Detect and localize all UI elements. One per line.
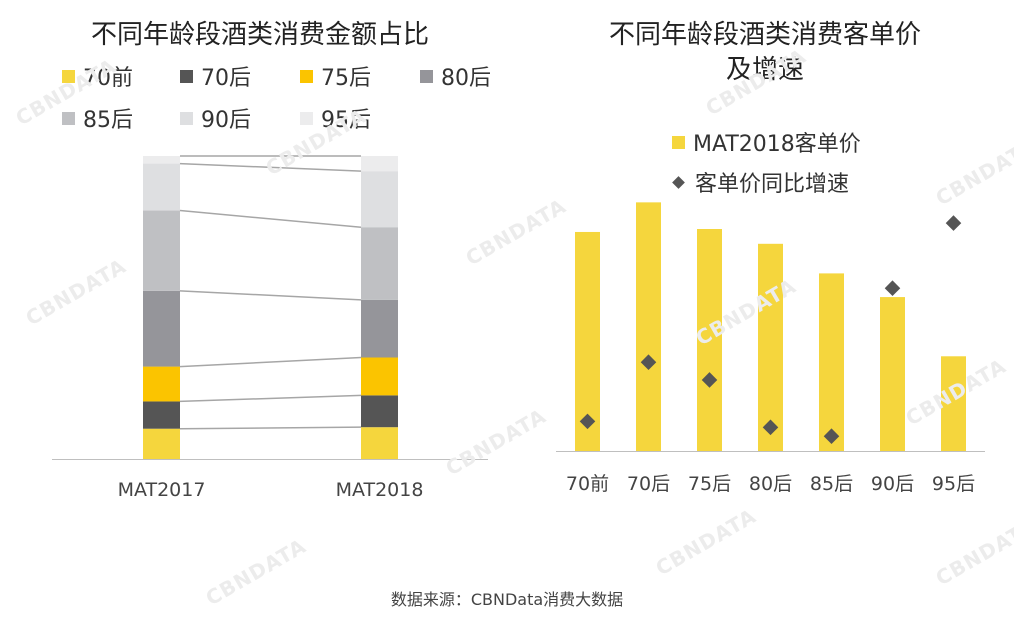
price-bar bbox=[758, 243, 783, 451]
stacked-segment bbox=[361, 227, 398, 300]
x-tick-label: 70后 bbox=[627, 473, 670, 495]
legend-swatch-bar bbox=[672, 135, 685, 149]
left-chart-title: 不同年龄段酒类消费金额占比 bbox=[90, 20, 429, 50]
price-bar bbox=[819, 273, 844, 451]
stacked-segment bbox=[361, 357, 398, 396]
x-tick-label: 95后 bbox=[932, 473, 975, 495]
price-bar bbox=[941, 356, 966, 451]
x-tick-label: 70前 bbox=[566, 473, 609, 495]
stacked-segment bbox=[361, 299, 398, 358]
stacked-segment bbox=[143, 366, 180, 402]
stacked-segment bbox=[361, 427, 398, 459]
legend-label: 70前 bbox=[83, 66, 133, 91]
stacked-segment bbox=[143, 210, 180, 291]
right-legend-bar: MAT2018客单价 bbox=[672, 126, 861, 158]
legend-swatch bbox=[300, 111, 313, 125]
x-tick-label: 80后 bbox=[749, 473, 792, 495]
legend-label: 90后 bbox=[201, 108, 251, 133]
right-legend-diamond: 客单价同比增速 bbox=[672, 166, 849, 198]
legend-swatch bbox=[420, 69, 433, 83]
x-tick-label: MAT2017 bbox=[118, 479, 206, 501]
connector-line bbox=[179, 290, 362, 301]
growth-diamond bbox=[884, 280, 901, 296]
stacked-segment bbox=[143, 156, 180, 164]
stacked-segment bbox=[143, 163, 180, 211]
right-title-line-1: 不同年龄段酒类消费客单价 bbox=[608, 20, 921, 50]
price-bar bbox=[697, 229, 722, 451]
x-tick-label: 85后 bbox=[810, 473, 853, 495]
legend-swatch bbox=[62, 69, 75, 83]
legend-item: 90后 bbox=[180, 102, 251, 134]
connector-line bbox=[179, 162, 362, 172]
connector-line bbox=[179, 394, 362, 403]
right-title-line-2: 及增速 bbox=[725, 55, 804, 86]
legend-label: MAT2018客单价 bbox=[693, 132, 861, 157]
legend-label: 70后 bbox=[201, 66, 251, 91]
connector-line bbox=[179, 209, 362, 228]
legend-item: 70前 bbox=[62, 60, 133, 92]
stacked-segment bbox=[361, 395, 398, 428]
legend-item: 70后 bbox=[180, 60, 251, 92]
x-tick-label: MAT2018 bbox=[336, 479, 424, 501]
legend-item: 75后 bbox=[300, 60, 371, 92]
legend-label: 75后 bbox=[321, 66, 371, 91]
legend-swatch bbox=[180, 69, 193, 83]
legend-swatch bbox=[62, 111, 75, 125]
x-tick-label: 75后 bbox=[688, 473, 731, 495]
legend-label: 85后 bbox=[83, 108, 133, 133]
x-tick-label: 90后 bbox=[871, 473, 914, 495]
stacked-segment bbox=[143, 401, 180, 429]
legend-item: 80后 bbox=[420, 60, 491, 92]
connector-line bbox=[179, 426, 362, 430]
connector-line bbox=[179, 356, 362, 368]
legend-swatch bbox=[180, 111, 193, 125]
legend-item: 85后 bbox=[62, 102, 133, 134]
legend-label: 80后 bbox=[441, 66, 491, 91]
legend-swatch bbox=[300, 69, 313, 83]
stacked-segment bbox=[143, 290, 180, 367]
right-chart-title: 不同年龄段酒类消费客单价 及增速 bbox=[580, 18, 950, 88]
stacked-segment bbox=[361, 171, 398, 228]
price-bar bbox=[636, 202, 661, 451]
legend-label: 95后 bbox=[321, 108, 371, 133]
price-bar bbox=[880, 297, 905, 451]
legend-label: 客单价同比增速 bbox=[695, 172, 850, 197]
growth-diamond bbox=[945, 215, 962, 231]
legend-item: 95后 bbox=[300, 102, 371, 134]
stacked-segment bbox=[361, 156, 398, 172]
source-note: 数据来源：CBNData消费大数据 bbox=[390, 590, 624, 609]
stacked-segment bbox=[143, 428, 180, 459]
